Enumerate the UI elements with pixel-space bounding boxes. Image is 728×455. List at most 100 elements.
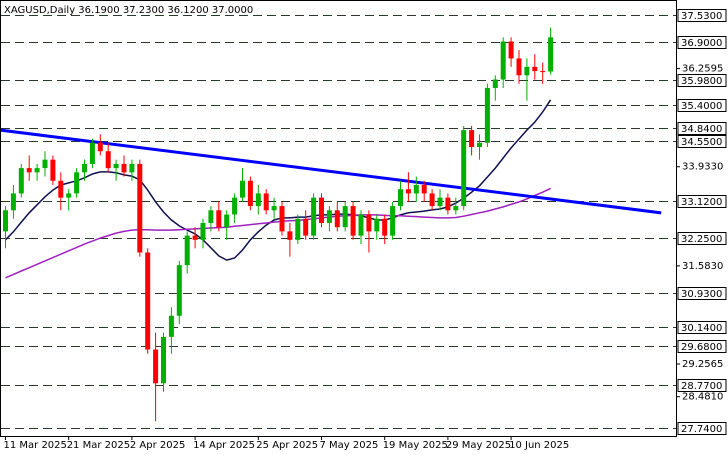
candle-body <box>477 142 482 148</box>
level-label: 35.4000 <box>681 101 722 112</box>
x-tick-label: 25 Apr 2025 <box>256 440 318 451</box>
level-label-box <box>677 340 727 353</box>
level-label-box <box>677 321 727 334</box>
moving-average <box>4 99 552 261</box>
candle-body <box>113 163 119 169</box>
y-tick-label: 29.2565 <box>682 359 723 370</box>
candle-body <box>232 197 238 215</box>
candle-body <box>461 130 467 207</box>
candle-body <box>82 163 87 173</box>
candle-body <box>469 130 475 148</box>
candle-body <box>366 214 372 232</box>
level-label: 29.6800 <box>681 342 722 353</box>
y-tick-label: 28.4810 <box>682 392 723 403</box>
candle-body <box>319 197 324 223</box>
candle-body <box>208 210 214 223</box>
candle-body <box>26 168 32 173</box>
candle-body <box>398 189 403 207</box>
level-label-box <box>677 99 727 112</box>
level-label-box <box>677 122 727 135</box>
candle-body <box>374 218 380 232</box>
candle-body <box>105 151 111 169</box>
candle-body <box>145 252 151 350</box>
candle-body <box>255 193 261 207</box>
candle-body <box>429 193 435 207</box>
candle-body <box>405 189 411 194</box>
candle-body <box>263 193 269 211</box>
candle-body <box>184 235 190 266</box>
candle-body <box>326 210 332 223</box>
x-tick-label: 11 Mar 2025 <box>4 440 67 451</box>
candle-body <box>350 206 356 236</box>
candle-body <box>390 206 396 236</box>
candle-body <box>247 180 253 207</box>
candle-body <box>58 180 64 198</box>
level-label-box <box>677 135 727 148</box>
level-label: 27.7400 <box>681 424 722 435</box>
candle-body <box>153 349 159 384</box>
candle-body <box>508 41 514 59</box>
x-tick-label: 7 May 2025 <box>320 440 379 451</box>
candle-body <box>532 66 538 72</box>
candle-body <box>516 58 522 76</box>
y-tick-label: 31.5830 <box>682 261 723 272</box>
level-label: 34.8400 <box>681 124 722 135</box>
candle-body <box>89 142 95 164</box>
trendline <box>1 128 662 215</box>
candle-body <box>10 193 16 211</box>
candle-body <box>303 218 309 236</box>
candle-body <box>216 210 222 228</box>
x-tick-label: 29 May 2025 <box>446 440 511 451</box>
candle-body <box>97 142 103 152</box>
level-label-box <box>677 74 727 87</box>
candle-body <box>3 210 8 232</box>
candle-body <box>129 163 135 173</box>
level-label: 30.1400 <box>681 323 722 334</box>
level-label-box <box>677 36 727 49</box>
level-label-box <box>677 9 727 22</box>
level-label: 36.9000 <box>681 38 722 49</box>
candle-body <box>540 71 546 73</box>
candle-body <box>413 184 419 194</box>
candle-body <box>548 37 554 72</box>
y-tick-label: 33.9330 <box>682 162 723 173</box>
candle-body <box>437 197 443 207</box>
level-label-box <box>677 232 727 245</box>
candle-body <box>34 168 40 173</box>
x-tick-label: 19 May 2025 <box>383 440 448 451</box>
x-tick-label: 14 Apr 2025 <box>193 440 255 451</box>
x-tick-label: 2 Apr 2025 <box>130 440 185 451</box>
candle-body <box>453 206 459 211</box>
candle-body <box>382 218 388 236</box>
level-label-box <box>677 422 727 435</box>
candle-body <box>137 163 143 253</box>
candle-body <box>287 231 293 240</box>
candle-body <box>224 214 230 228</box>
x-tick-label: 10 Jun 2025 <box>509 440 569 451</box>
candle-body <box>342 206 348 228</box>
candle-body <box>240 180 245 198</box>
candle-body <box>18 168 24 194</box>
candle-body <box>50 159 56 181</box>
level-label: 28.7700 <box>681 381 722 392</box>
candle-body <box>271 206 277 211</box>
y-tick-label: 36.2595 <box>682 64 723 75</box>
candle-body <box>445 197 451 211</box>
candle-body <box>421 184 427 194</box>
candle-body <box>279 206 285 232</box>
level-label-box <box>677 195 727 208</box>
candle-body <box>192 235 198 240</box>
candle-body <box>66 193 72 198</box>
candle-body <box>200 222 206 240</box>
candle-body <box>311 197 317 236</box>
plot <box>1 15 676 429</box>
candle-body <box>42 159 48 169</box>
level-label: 37.5300 <box>681 11 722 22</box>
candle-body <box>295 218 301 240</box>
chart-title: XAGUSD,Daily 36.1900 37.2300 36.1200 37.… <box>4 5 253 16</box>
candle-body <box>484 87 490 143</box>
candle-body <box>121 163 127 173</box>
level-label: 32.2500 <box>681 234 722 245</box>
level-label: 35.9800 <box>681 76 722 87</box>
